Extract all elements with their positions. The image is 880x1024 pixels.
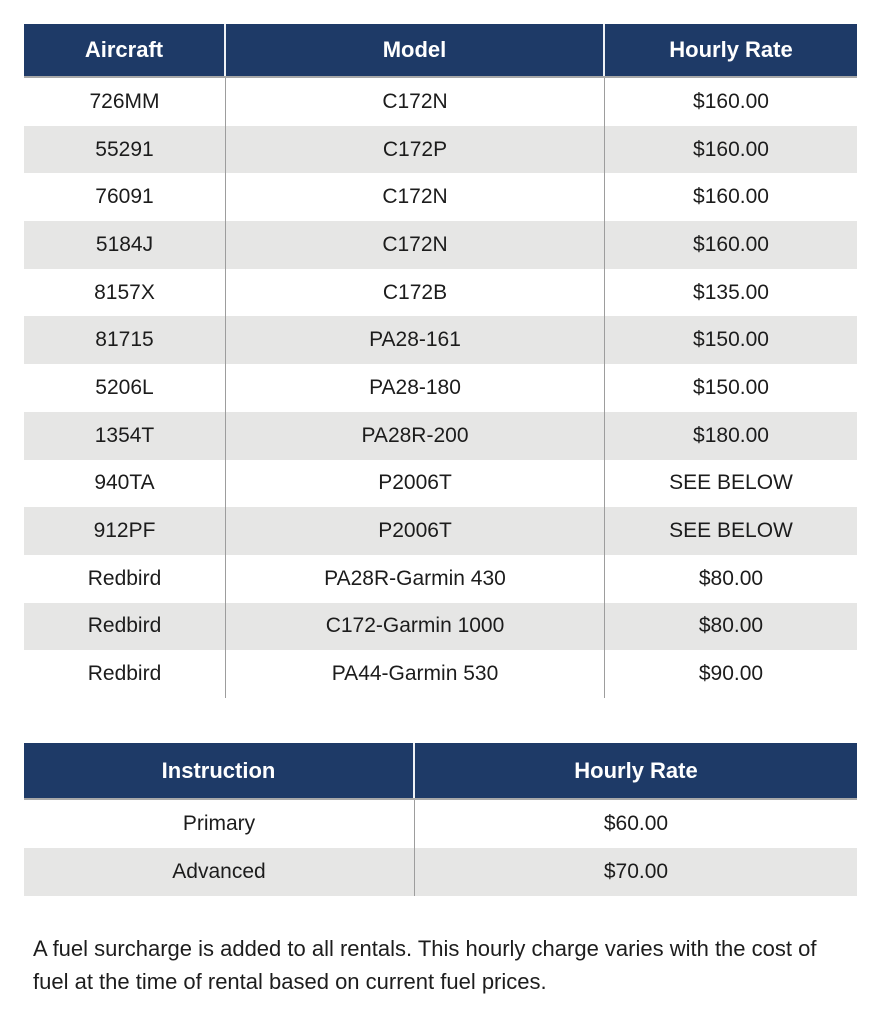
table-row: 5184J C172N $160.00: [24, 221, 857, 269]
cell-instruction-type: Primary: [24, 800, 415, 848]
cell-model: P2006T: [226, 459, 605, 508]
cell-model: PA28R-200: [226, 411, 605, 460]
cell-rate: $80.00: [698, 566, 764, 590]
cell-model: PA44-Garmin 530: [226, 650, 605, 698]
cell-rate: $160.00: [693, 137, 769, 161]
cell-aircraft: 5184J: [24, 221, 226, 269]
table-row: Redbird PA44-Garmin 530 $90.00: [24, 650, 857, 698]
table-row: 912PF P2006T SEE BELOW: [24, 507, 857, 555]
column-header-hourly-rate: Hourly Rate: [669, 37, 793, 62]
column-header-model: Model: [226, 24, 605, 76]
cell-rate: $150.00: [693, 375, 769, 399]
cell-aircraft: 940TA: [24, 459, 226, 508]
fuel-surcharge-note: A fuel surcharge is added to all rentals…: [33, 936, 817, 994]
table-row: 81715 PA28-161 $150.00: [24, 316, 857, 365]
table-row: 726MM C172N $160.00: [24, 78, 857, 126]
cell-rate: $80.00: [698, 614, 764, 638]
cell-aircraft: Redbird: [24, 554, 226, 603]
table-row: 55291 C172P $160.00: [24, 125, 857, 174]
cell-rate: $135.00: [693, 280, 769, 304]
cell-aircraft: 5206L: [24, 364, 226, 412]
instruction-table-header-row: Instruction Hourly Rate: [24, 743, 857, 800]
cell-rate: $150.00: [693, 328, 769, 352]
table-row: Redbird C172-Garmin 1000 $80.00: [24, 602, 857, 651]
cell-rate: $180.00: [693, 423, 769, 447]
cell-model: C172N: [226, 221, 605, 269]
instruction-rates-table: Instruction Hourly Rate Primary $60.00 A…: [24, 743, 857, 896]
cell-model: PA28-180: [226, 364, 605, 412]
table-row: Advanced $70.00: [24, 848, 857, 896]
cell-model: C172N: [226, 78, 605, 126]
cell-aircraft: 726MM: [24, 78, 226, 126]
cell-model: C172P: [226, 125, 605, 174]
cell-model: C172N: [226, 173, 605, 222]
cell-aircraft: 55291: [24, 125, 226, 174]
cell-model: PA28-161: [226, 316, 605, 365]
table-row: 8157X C172B $135.00: [24, 268, 857, 317]
cell-model: P2006T: [226, 507, 605, 555]
cell-aircraft: 1354T: [24, 411, 226, 460]
table-row: Redbird PA28R-Garmin 430 $80.00: [24, 554, 857, 603]
aircraft-rates-table: Aircraft Model Hourly Rate 726MM C172N $…: [24, 24, 857, 698]
column-header-aircraft: Aircraft: [24, 24, 226, 76]
cell-aircraft: Redbird: [24, 602, 226, 651]
cell-model: C172B: [226, 268, 605, 317]
cell-rate: $70.00: [603, 860, 669, 883]
aircraft-table-header-row: Aircraft Model Hourly Rate: [24, 24, 857, 78]
cell-rate: $90.00: [698, 662, 764, 686]
cell-model: PA28R-Garmin 430: [226, 554, 605, 603]
table-row: 1354T PA28R-200 $180.00: [24, 411, 857, 460]
cell-aircraft: 76091: [24, 173, 226, 222]
column-header-instruction: Instruction: [24, 743, 415, 798]
table-row: Primary $60.00: [24, 800, 857, 848]
cell-rate: SEE BELOW: [669, 519, 793, 543]
column-header-hourly-rate: Hourly Rate: [574, 757, 698, 783]
cell-rate: $160.00: [693, 232, 769, 256]
table-row: 76091 C172N $160.00: [24, 173, 857, 222]
cell-rate: $160.00: [693, 89, 769, 113]
table-row: 5206L PA28-180 $150.00: [24, 364, 857, 412]
cell-rate: $160.00: [693, 185, 769, 209]
cell-aircraft: Redbird: [24, 650, 226, 698]
cell-aircraft: 8157X: [24, 268, 226, 317]
table-row: 940TA P2006T SEE BELOW: [24, 459, 857, 508]
cell-aircraft: 81715: [24, 316, 226, 365]
cell-rate: $60.00: [603, 812, 669, 835]
cell-rate: SEE BELOW: [669, 471, 793, 495]
cell-model: C172-Garmin 1000: [226, 602, 605, 651]
cell-instruction-type: Advanced: [24, 848, 415, 896]
cell-aircraft: 912PF: [24, 507, 226, 555]
